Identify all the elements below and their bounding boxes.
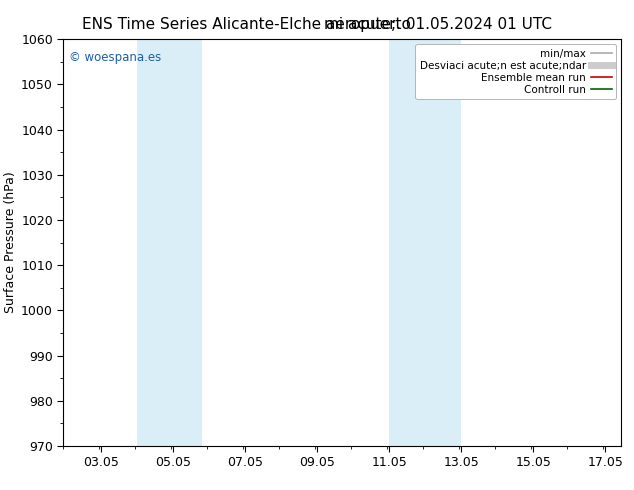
- Y-axis label: Surface Pressure (hPa): Surface Pressure (hPa): [4, 172, 17, 314]
- Legend: min/max, Desviaci acute;n est acute;ndar, Ensemble mean run, Controll run: min/max, Desviaci acute;n est acute;ndar…: [415, 45, 616, 99]
- Text: © woespana.es: © woespana.es: [69, 51, 161, 64]
- Text: mi acute;. 01.05.2024 01 UTC: mi acute;. 01.05.2024 01 UTC: [323, 17, 552, 32]
- Text: ENS Time Series Alicante-Elche aeropuerto: ENS Time Series Alicante-Elche aeropuert…: [82, 17, 411, 32]
- Bar: [137, 39, 202, 446]
- Bar: [389, 39, 461, 446]
